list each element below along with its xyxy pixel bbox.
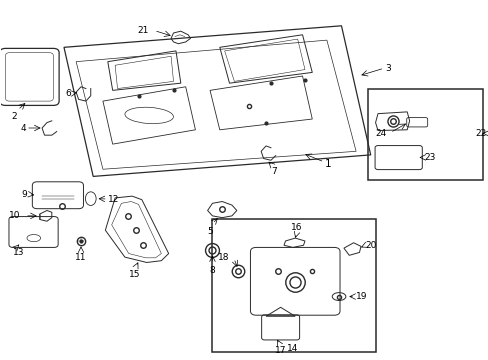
Text: 24: 24	[375, 129, 386, 138]
Text: 3: 3	[385, 64, 390, 73]
Text: 18: 18	[218, 253, 229, 262]
Text: 17: 17	[274, 346, 286, 355]
Text: 1: 1	[324, 159, 330, 169]
Text: 12: 12	[107, 195, 119, 204]
Text: 4: 4	[20, 123, 26, 132]
Text: 7: 7	[270, 167, 276, 176]
Text: 22: 22	[474, 129, 486, 138]
Text: 9: 9	[21, 190, 27, 199]
Bar	[212, 220, 375, 352]
Text: 20: 20	[365, 241, 376, 250]
Text: 16: 16	[290, 223, 302, 232]
Text: 23: 23	[424, 153, 435, 162]
Text: 19: 19	[355, 292, 367, 301]
Text: 15: 15	[128, 270, 140, 279]
Text: 10: 10	[9, 211, 20, 220]
Text: 6: 6	[65, 89, 71, 98]
Bar	[367, 89, 482, 180]
Text: 2: 2	[11, 112, 17, 121]
Text: 11: 11	[75, 253, 86, 262]
Text: 5: 5	[207, 226, 212, 235]
Text: 21: 21	[138, 26, 149, 35]
Text: 14: 14	[286, 344, 298, 353]
Text: 8: 8	[209, 266, 215, 275]
Text: 13: 13	[13, 248, 24, 257]
